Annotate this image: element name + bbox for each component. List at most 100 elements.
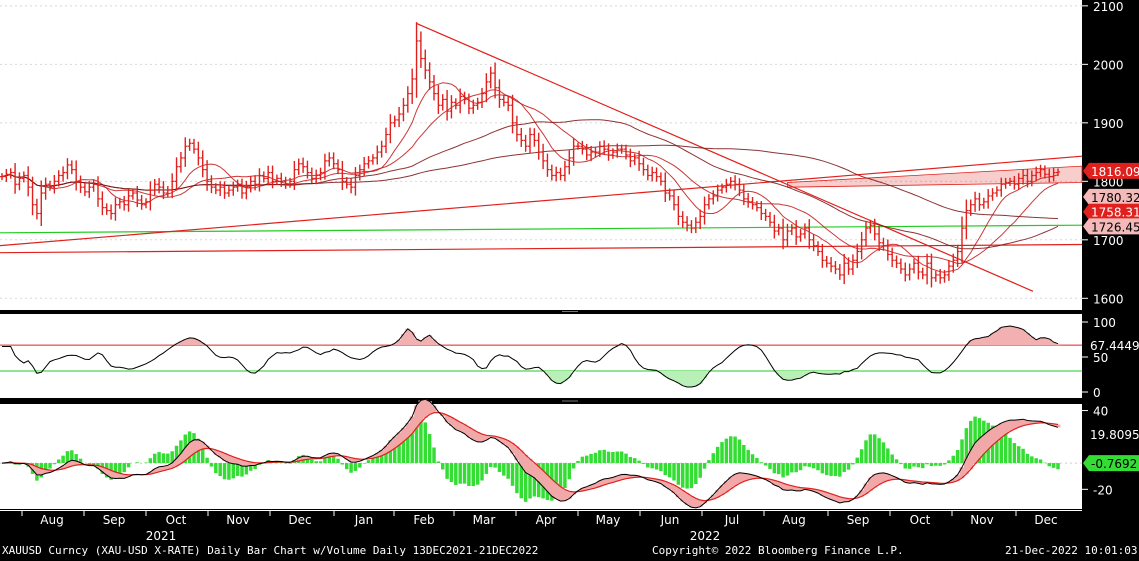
ohlc-bar (759, 201, 764, 221)
macd-tick-label: 40 (1093, 405, 1108, 419)
month-label: May (596, 513, 621, 527)
ohlc-bar (837, 264, 842, 280)
ohlc-bar (850, 254, 855, 275)
ohlc-bar (340, 160, 345, 191)
ohlc-bar (253, 175, 258, 191)
ohlc-bar (240, 178, 244, 199)
ohlc-bar (8, 168, 13, 179)
ohlc-bar (261, 171, 266, 183)
ohlc-bar (209, 175, 214, 194)
ohlc-bar (1042, 165, 1047, 179)
uptrend-line (0, 155, 1083, 247)
ohlc-bar (200, 150, 205, 178)
ohlc-bar (484, 73, 489, 103)
ohlc-bar (785, 223, 790, 248)
macd-last-value: 19.8095 (1090, 428, 1139, 442)
ohlc-bar (890, 247, 895, 268)
ohlc-bar (1016, 173, 1021, 190)
ohlc-bar (274, 174, 279, 186)
ohlc-bar (222, 181, 227, 199)
ohlc-bar (846, 257, 851, 275)
ohlc-bar (113, 197, 118, 221)
ohlc-bar (728, 177, 733, 189)
ohlc-bar (432, 75, 436, 101)
ohlc-bar (545, 153, 550, 177)
ohlc-bar (733, 175, 738, 191)
last-price-tag-text: 1816.09 (1091, 165, 1139, 179)
ohlc-bar (192, 138, 196, 154)
ohlc-bar (1003, 177, 1008, 189)
ohlc-bar (645, 164, 650, 181)
ohlc-bar (750, 196, 755, 210)
ohlc-bar (715, 184, 720, 202)
ohlc-bar (589, 145, 594, 162)
ohlc-bar (384, 127, 388, 154)
ma-tag-text: 1780.32 (1091, 191, 1139, 205)
ohlc-bar (488, 66, 493, 89)
ohlc-bar (737, 178, 742, 197)
ohlc-bar (401, 98, 406, 122)
ohlc-bar (288, 177, 292, 188)
ohlc-bar (933, 270, 938, 282)
ohlc-bar (104, 203, 109, 215)
ohlc-bar (999, 177, 1004, 197)
ohlc-bar (1029, 170, 1034, 187)
ohlc-bar (279, 172, 284, 187)
ohlc-bar (309, 167, 314, 184)
ohlc-bar (615, 143, 620, 158)
timestamp: 21-Dec-2022 10:01:03 (1005, 544, 1138, 557)
ohlc-bar (52, 175, 57, 194)
macd-tick-label: -20 (1093, 483, 1113, 497)
ohlc-bar (170, 173, 175, 199)
year-label: 2022 (690, 529, 721, 543)
ohlc-bar (0, 173, 4, 181)
ohlc-bar (685, 216, 690, 232)
rsi-lines (2, 325, 1059, 388)
chart-title: XAUUSD Curncy (XAU-USD X-RATE) Daily Bar… (2, 544, 539, 557)
moving-average-100 (1, 144, 1059, 220)
ohlc-bar (763, 208, 768, 221)
ohlc-bar (628, 148, 633, 168)
ohlc-bar (327, 152, 332, 167)
ohlc-bar (226, 186, 231, 197)
ohlc-bar (1047, 168, 1052, 183)
ohlc-bar (362, 156, 367, 177)
last-price-tag-bg (1083, 162, 1139, 179)
ohlc-bar (26, 166, 31, 197)
ohlc-bar (1056, 168, 1060, 177)
ohlc-bar (637, 150, 642, 171)
ohlc-bar (100, 191, 105, 216)
ohlc-bar (567, 150, 572, 175)
ohlc-bar (21, 171, 26, 183)
ohlc-bar (48, 180, 52, 191)
ohlc-bar (955, 244, 960, 267)
month-label: Oct (910, 513, 931, 527)
ohlc-bar (466, 93, 471, 115)
ohlc-bar (554, 166, 559, 182)
ohlc-bar (593, 146, 598, 158)
ohlc-bar (693, 217, 698, 234)
ohlc-bar (357, 164, 362, 181)
ohlc-bar (270, 165, 275, 189)
month-label: Feb (413, 513, 434, 527)
ohlc-bar (493, 62, 498, 99)
rsi-overbought-fill (174, 326, 1061, 346)
ohlc-bar (301, 157, 306, 173)
ohlc-bar (157, 178, 162, 194)
month-label: Oct (166, 513, 187, 527)
ohlc-bar (187, 138, 192, 151)
ohlc-bar (898, 258, 903, 274)
ohlc-bar (798, 229, 803, 242)
ohlc-bar (117, 197, 122, 209)
ohlc-bar (667, 188, 672, 201)
ohlc-bar (885, 239, 890, 261)
month-label: Dec (288, 513, 311, 527)
ohlc-bar (392, 115, 397, 128)
ohlc-bar (445, 89, 450, 121)
ohlc-bar (87, 181, 92, 198)
ohlc-bar (165, 186, 170, 198)
ohlc-bar (148, 181, 153, 211)
price-tick-label: 2000 (1093, 58, 1124, 72)
